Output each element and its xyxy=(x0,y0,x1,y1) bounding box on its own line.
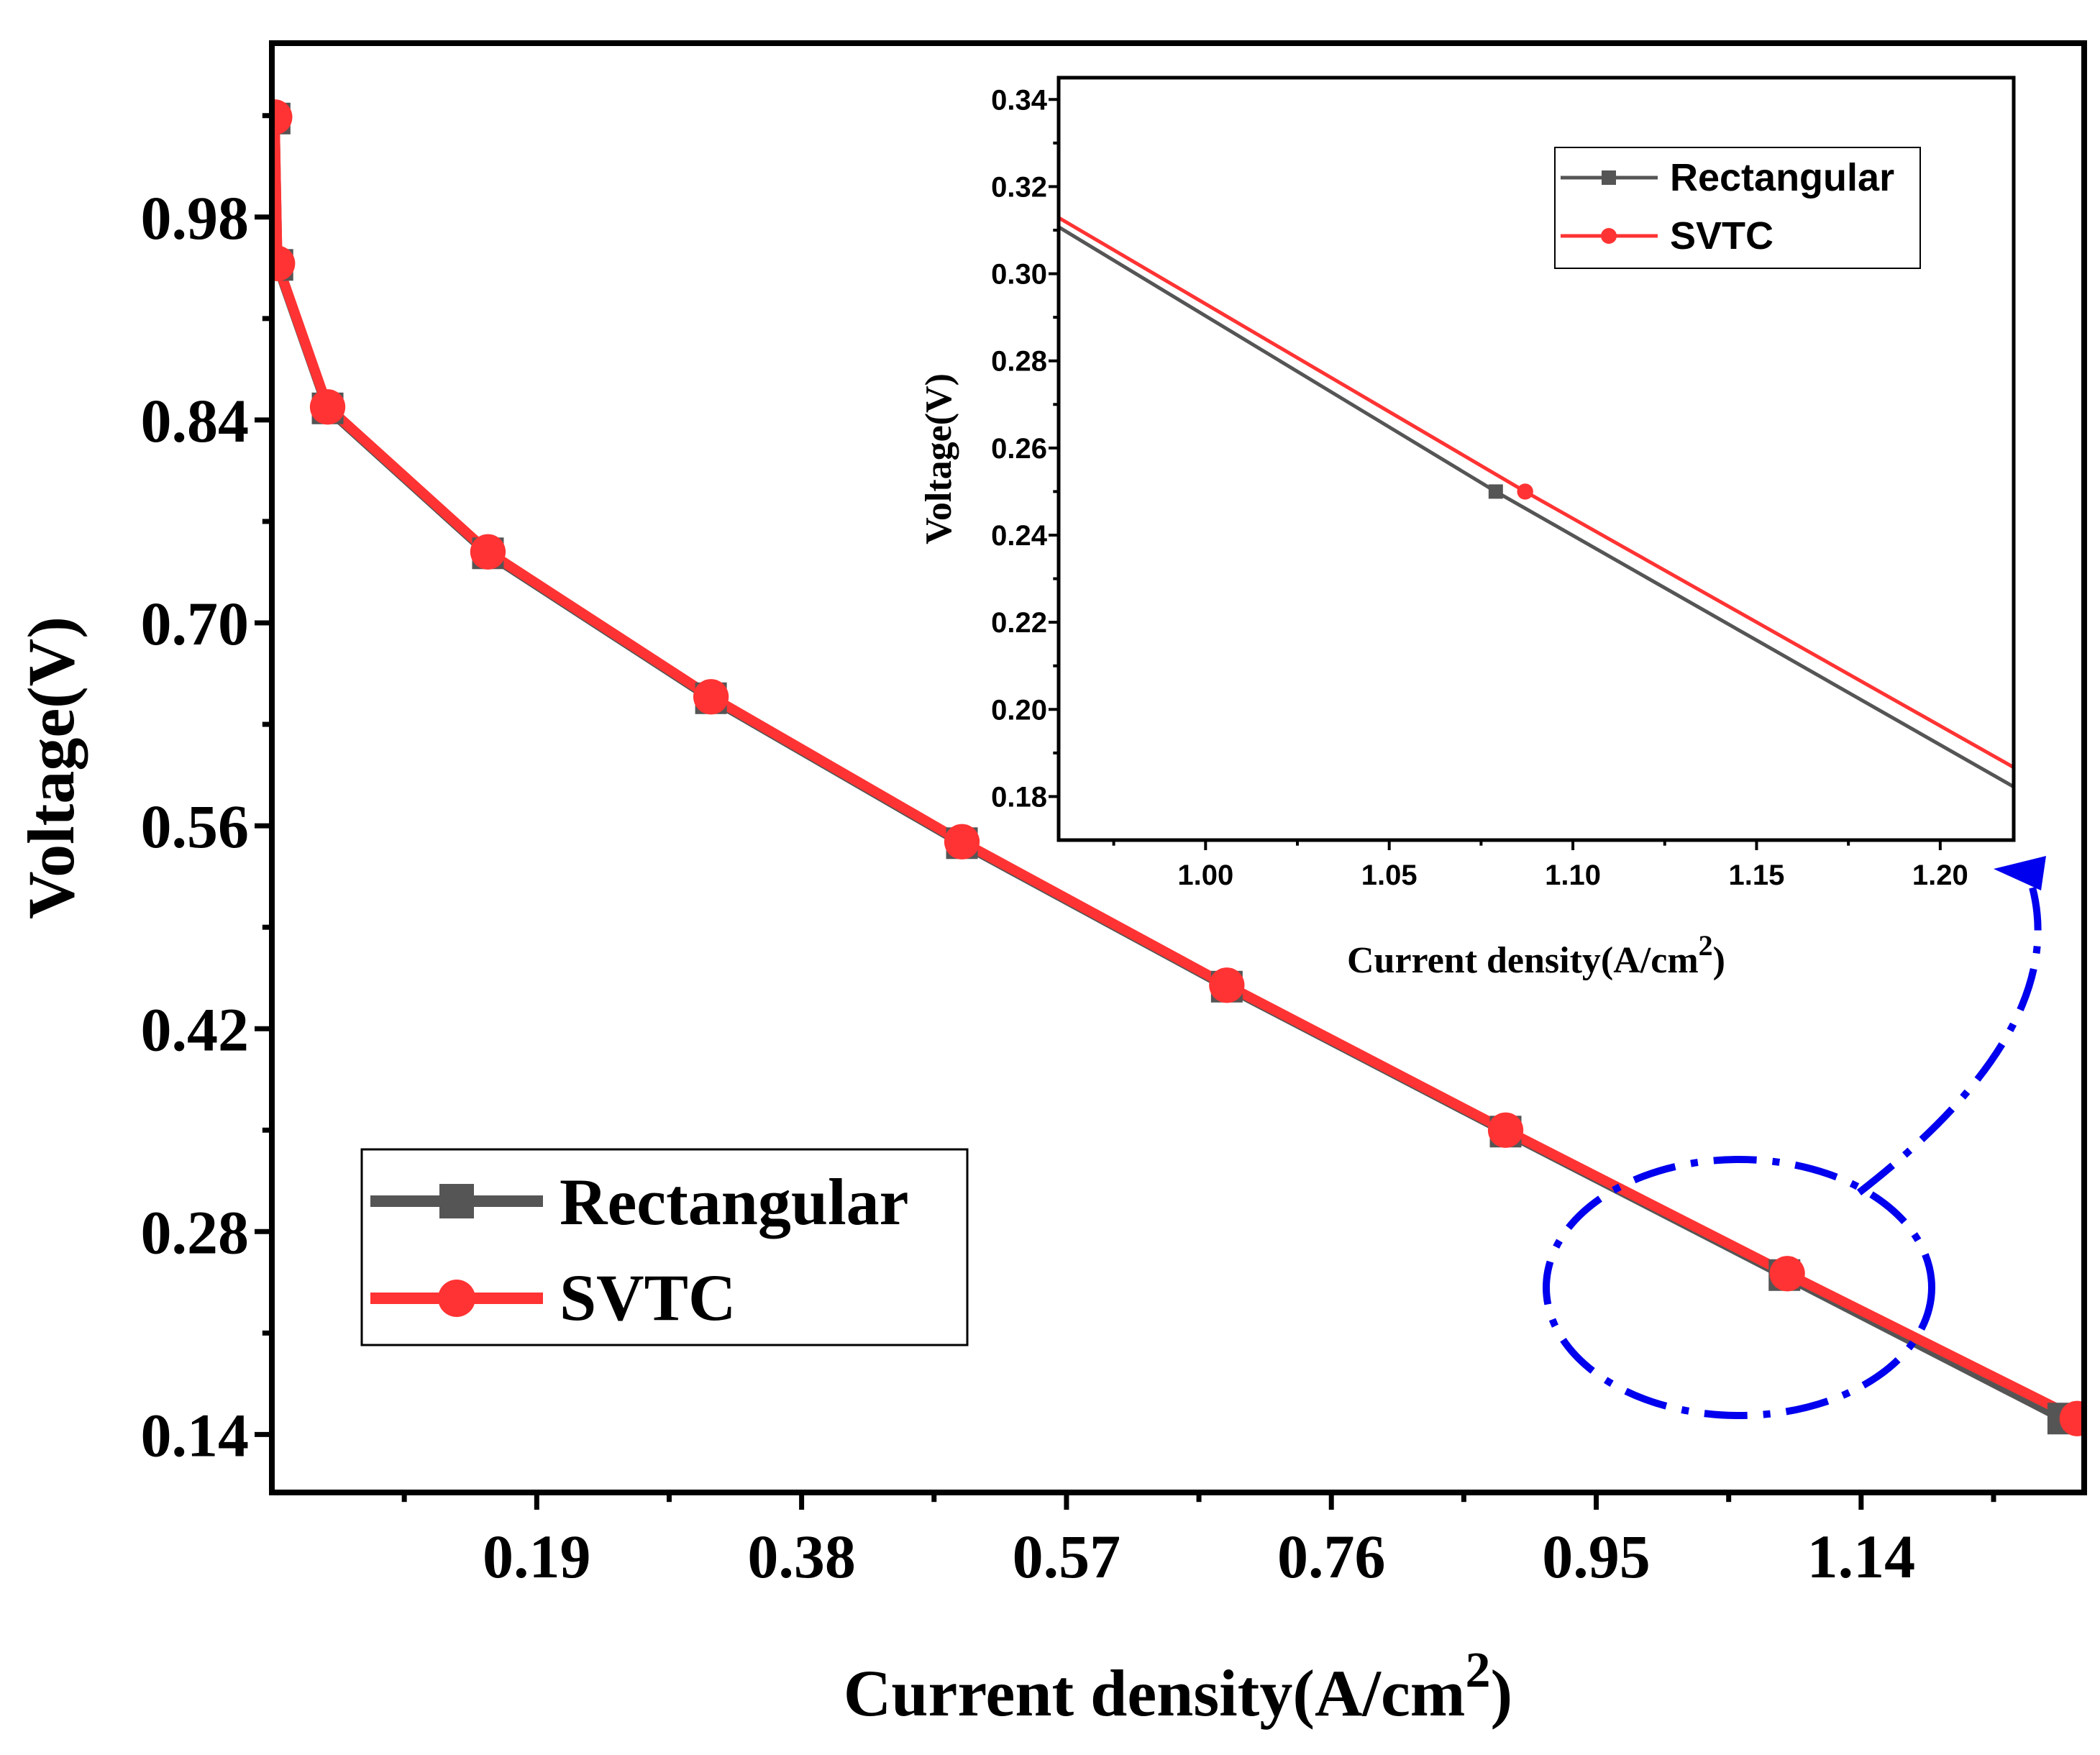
main-x-tick-label: 0.38 xyxy=(747,1522,856,1591)
inset-point-svtc xyxy=(1517,483,1533,500)
inset-y-tick-label: 0.34 xyxy=(991,84,1048,116)
main-point-svtc xyxy=(944,824,980,860)
inset-y-tick-label: 0.20 xyxy=(991,694,1047,726)
legend-marker-rectangular xyxy=(439,1184,474,1218)
inset-tick-labels: 1.00 1.05 1.10 1.15 1.20 0.18 0.20 0.22 0.24 0.26… xyxy=(991,84,1968,891)
inset-plot: 1.00 1.05 1.10 1.15 1.20 0.18 0.20 0.22 0.24 0.26… xyxy=(918,76,2016,981)
zoom-annotation xyxy=(1543,856,2046,1419)
inset-y-tick-label: 0.30 xyxy=(991,259,1047,291)
legend-label-svtc: SVTC xyxy=(560,1261,736,1334)
inset-y-tick-label: 0.32 xyxy=(991,171,1047,203)
main-point-svtc xyxy=(1769,1256,1805,1292)
main-plot: 0.19 0.38 0.57 0.76 0.95 1.14 0.14 0.28 0.42 0.56… xyxy=(14,40,2087,1730)
inset-plot-frame xyxy=(1056,76,2016,842)
main-x-tick-label: 0.76 xyxy=(1277,1522,1386,1591)
main-y-tick-label: 0.84 xyxy=(141,386,250,455)
main-x-tick-label: 0.19 xyxy=(483,1522,591,1591)
inset-legend-label-svtc: SVTC xyxy=(1670,214,1773,257)
zoom-arrowhead xyxy=(1994,856,2046,890)
main-plot-frame xyxy=(269,40,2087,1495)
main-point-svtc xyxy=(2059,1400,2084,1436)
main-y-tick-label: 0.14 xyxy=(141,1401,250,1470)
main-tick-labels: 0.19 0.38 0.57 0.76 0.95 1.14 0.14 0.28 0.42 0.56… xyxy=(141,183,1916,1591)
main-y-tick-label: 0.98 xyxy=(141,183,250,252)
inset-series-group xyxy=(1059,215,2014,789)
main-x-tick-label: 1.14 xyxy=(1807,1522,1916,1591)
inset-legend: Rectangular SVTC xyxy=(1554,147,1921,269)
main-point-svtc xyxy=(1487,1112,1524,1148)
inset-legend-marker-rectangular xyxy=(1602,170,1616,185)
main-point-svtc xyxy=(272,99,293,135)
inset-legend-label-rectangular: Rectangular xyxy=(1670,156,1894,199)
inset-y-tick-label: 0.18 xyxy=(991,781,1047,813)
main-series-line-svtc xyxy=(272,117,2080,1423)
inset-x-tick-label: 1.10 xyxy=(1545,860,1601,891)
main-y-tick-label: 0.56 xyxy=(141,792,250,861)
inset-x-tick-label: 1.20 xyxy=(1912,860,1968,891)
inset-legend-box xyxy=(1554,147,1921,269)
main-series-group xyxy=(272,99,2084,1436)
main-point-svtc xyxy=(272,245,296,281)
main-point-svtc xyxy=(693,679,729,715)
main-legend: Rectangular SVTC xyxy=(360,1148,969,1346)
inset-y-tick-label: 0.28 xyxy=(991,346,1047,378)
main-x-tick-label: 0.57 xyxy=(1013,1522,1121,1591)
inset-y-tick-label: 0.24 xyxy=(991,520,1048,552)
main-y-tick-label: 0.28 xyxy=(141,1198,250,1267)
main-y-tick-label: 0.70 xyxy=(141,589,250,658)
legend-marker-svtc xyxy=(438,1280,475,1317)
main-y-axis-label: Voltage(V) xyxy=(14,616,88,919)
inset-x-tick-label: 1.00 xyxy=(1177,860,1233,891)
inset-y-axis-label: Voltage(V) xyxy=(918,373,959,544)
inset-y-tick-label: 0.26 xyxy=(991,433,1047,465)
inset-point-rectangular xyxy=(1488,484,1503,499)
main-y-tick-label: 0.42 xyxy=(141,995,250,1064)
main-x-tick-label: 0.95 xyxy=(1542,1522,1651,1591)
legend-label-rectangular: Rectangular xyxy=(560,1165,908,1239)
inset-x-axis-label: Current density(A/cm2) xyxy=(1347,929,1725,981)
inset-x-tick-label: 1.05 xyxy=(1361,860,1418,891)
inset-x-tick-label: 1.15 xyxy=(1729,860,1785,891)
inset-legend-marker-svtc xyxy=(1601,228,1617,244)
zoom-ellipse xyxy=(1543,1156,1935,1419)
main-point-svtc xyxy=(309,389,346,425)
inset-y-tick-label: 0.22 xyxy=(991,607,1047,639)
zoom-connector-line xyxy=(1856,883,2042,1195)
main-point-svtc xyxy=(1209,967,1245,1003)
main-x-axis-label: Current density(A/cm2) xyxy=(844,1643,1512,1730)
main-point-svtc xyxy=(470,534,506,570)
